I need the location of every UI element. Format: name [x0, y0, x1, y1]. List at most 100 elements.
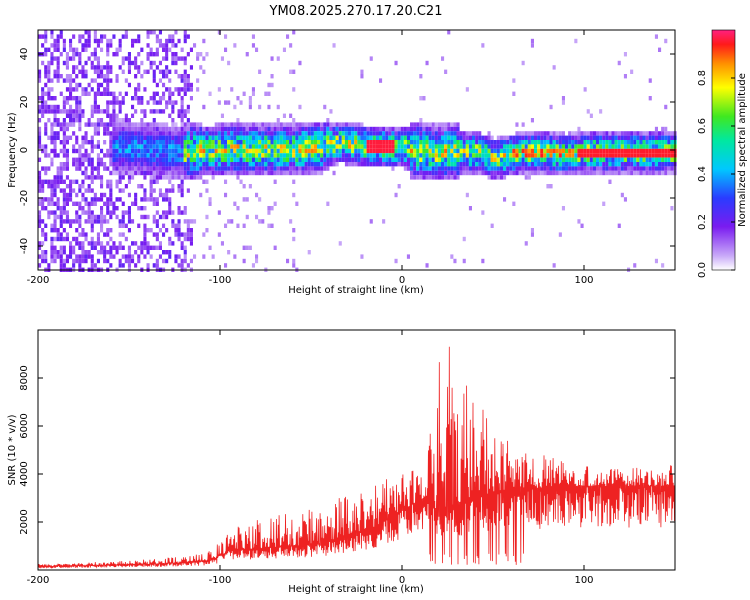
- heatmap-cell: [84, 258, 88, 264]
- heatmap-cell: [44, 197, 48, 202]
- heatmap-cell: [496, 175, 500, 180]
- heatmap-cell: [118, 47, 122, 52]
- heatmap-cell: [152, 153, 156, 158]
- heatmap-cell: [465, 157, 469, 162]
- heatmap-cell: [186, 34, 190, 39]
- heatmap-cell: [137, 100, 141, 105]
- heatmap-cell: [189, 162, 193, 167]
- heatmap-cell: [292, 122, 296, 127]
- heatmap-cell: [289, 153, 293, 158]
- heatmap-cell: [127, 82, 131, 88]
- heatmap-cell: [487, 131, 491, 136]
- heatmap-cell: [623, 131, 627, 136]
- heatmap-cell: [468, 131, 472, 136]
- heatmap-cell: [96, 214, 100, 220]
- heatmap-cell: [177, 188, 181, 193]
- heatmap-cell: [180, 210, 184, 215]
- heatmap-cell: [571, 135, 575, 140]
- heatmap-cell: [611, 148, 615, 154]
- heatmap-cell: [87, 43, 91, 48]
- heatmap-cell: [81, 153, 85, 158]
- heatmap-cell: [112, 100, 116, 105]
- heatmap-cell: [549, 153, 553, 158]
- heatmap-cell: [472, 162, 476, 167]
- heatmap-cell: [149, 179, 153, 184]
- heatmap-cell: [484, 148, 488, 154]
- heatmap-cell: [115, 135, 119, 140]
- heatmap-cell: [227, 153, 231, 158]
- heatmap-cell: [162, 122, 166, 127]
- heatmap-cell: [468, 162, 472, 167]
- heatmap-cell: [100, 219, 104, 224]
- heatmap-cell: [282, 47, 286, 52]
- heatmap-cell: [419, 153, 423, 158]
- heatmap-cell: [630, 144, 634, 149]
- heatmap-cell: [59, 223, 63, 228]
- heatmap-cell: [589, 144, 593, 149]
- heatmap-cell: [561, 144, 565, 149]
- heatmap-cell: [292, 162, 296, 167]
- heatmap-cell: [636, 153, 640, 158]
- heatmap-cell: [65, 60, 69, 66]
- heatmap-cell: [50, 157, 54, 162]
- heatmap-cell: [450, 162, 454, 167]
- heatmap-cell: [193, 144, 197, 149]
- heatmap-cell: [286, 166, 290, 171]
- heatmap-cell: [329, 135, 333, 140]
- heatmap-cell: [41, 166, 45, 171]
- heatmap-cell: [106, 197, 110, 202]
- heatmap-cell: [478, 166, 482, 171]
- heatmap-cell: [106, 113, 110, 118]
- heatmap-cell: [47, 47, 51, 52]
- heatmap-cell: [552, 140, 556, 145]
- heatmap-cell: [171, 148, 175, 154]
- heatmap-cell: [118, 140, 122, 145]
- heatmap-cell: [84, 135, 88, 140]
- heatmap-cell: [143, 206, 147, 211]
- heatmap-cell: [487, 162, 491, 167]
- heatmap-cell: [168, 206, 172, 211]
- heatmap-cell: [512, 91, 516, 96]
- heatmap-cell: [69, 197, 73, 202]
- heatmap-cell: [78, 263, 82, 268]
- heatmap-cell: [379, 78, 383, 83]
- heatmap-cell: [620, 166, 624, 171]
- heatmap-cell: [599, 144, 603, 149]
- heatmap-cell: [146, 34, 150, 39]
- heatmap-cell: [490, 144, 494, 149]
- heatmap-cell: [592, 144, 596, 149]
- heatmap-cell: [292, 131, 296, 136]
- heatmap-cell: [295, 140, 299, 145]
- heatmap-cell: [56, 170, 60, 176]
- heatmap-cell: [546, 131, 550, 136]
- heatmap-cell: [397, 140, 401, 145]
- heatmap-cell: [193, 122, 197, 127]
- heatmap-cell: [602, 131, 606, 136]
- heatmap-cell: [317, 166, 321, 171]
- heatmap-cell: [255, 135, 259, 140]
- heatmap-cell: [472, 153, 476, 158]
- heatmap-cell: [565, 166, 569, 171]
- heatmap-cell: [65, 126, 69, 132]
- heatmap-cell: [602, 170, 606, 176]
- heatmap-cell: [65, 109, 69, 114]
- heatmap-cell: [320, 135, 324, 140]
- heatmap-cell: [326, 131, 330, 136]
- heatmap-cell: [134, 122, 138, 127]
- heatmap-cell: [75, 148, 79, 154]
- heatmap-cell: [667, 148, 671, 154]
- heatmap-cell: [100, 38, 104, 44]
- heatmap-cell: [93, 104, 97, 110]
- heatmap-cell: [41, 188, 45, 193]
- heatmap-cell: [388, 131, 392, 136]
- heatmap-cell: [143, 175, 147, 180]
- heatmap-cell: [580, 140, 584, 145]
- heatmap-cell: [134, 65, 138, 70]
- heatmap-cell: [534, 131, 538, 136]
- heatmap-cell: [397, 135, 401, 140]
- heatmap-cell: [230, 140, 234, 145]
- heatmap-cell: [62, 153, 66, 158]
- heatmap-cell: [620, 140, 624, 145]
- heatmap-cell: [341, 148, 345, 154]
- heatmap-cell: [341, 144, 345, 149]
